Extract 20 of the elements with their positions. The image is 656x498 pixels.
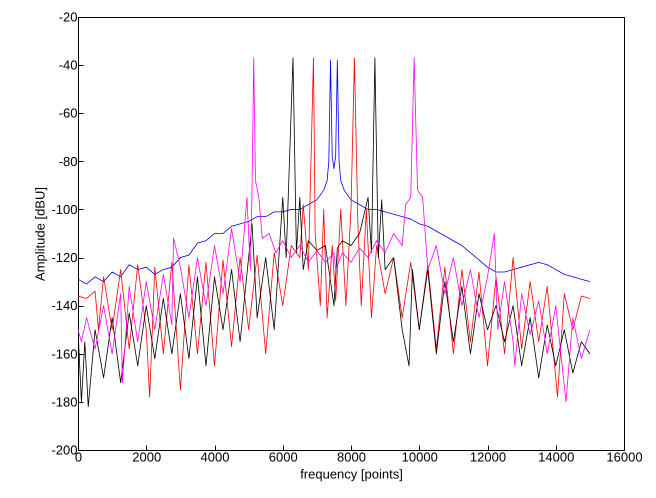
y-tick-label: -140 [51, 298, 78, 314]
y-tick-label: -180 [51, 394, 78, 410]
y-axis-title: Amplitude [dBU] [32, 187, 48, 281]
y-tick-label: -40 [58, 58, 78, 73]
x-tick-label: 8000 [337, 450, 366, 464]
x-tick-label: 4000 [200, 450, 230, 464]
y-tick-label: -160 [51, 346, 78, 362]
x-tick-label: 12000 [470, 450, 506, 464]
x-tick-label: 6000 [268, 450, 298, 464]
line-series [78, 60, 590, 284]
x-tick-label: 2000 [132, 450, 162, 464]
x-tick-label: 14000 [538, 450, 574, 464]
x-axis-title: frequency [points] [300, 466, 403, 482]
y-tick-label: -120 [51, 250, 78, 266]
x-tick-label: 10000 [402, 450, 438, 464]
y-tick-label: -80 [58, 154, 78, 169]
x-tick-label: 16000 [606, 450, 643, 464]
y-tick-label: -100 [51, 202, 78, 217]
y-tick-label: -20 [58, 10, 78, 24]
y-tick-label: -60 [58, 106, 78, 121]
